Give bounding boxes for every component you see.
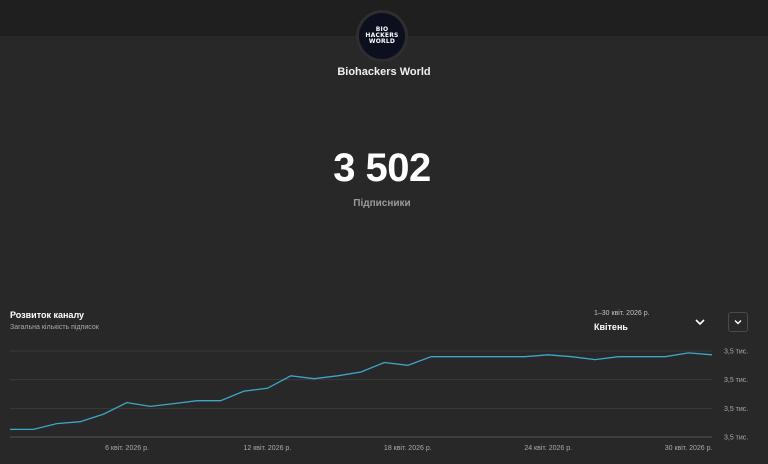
chevron-down-icon [695, 319, 705, 326]
period-range: 1–30 квіт. 2026 р. [594, 310, 650, 317]
avatar-text-line-3: WORLD [368, 38, 396, 45]
y-tick-label: 3,5 тис. [724, 435, 748, 442]
expand-button[interactable] [728, 312, 748, 332]
chevron-down-icon [734, 320, 742, 325]
x-tick-label: 6 квіт. 2026 р. [105, 444, 149, 452]
period-dropdown-button[interactable] [692, 314, 708, 330]
x-tick-label: 30 квіт. 2026 р. [665, 444, 713, 452]
x-tick-label: 18 квіт. 2026 р. [384, 444, 432, 452]
avatar-text-line-1: BIO [375, 26, 389, 33]
x-tick-label: 12 квіт. 2026 р. [244, 444, 292, 452]
series-line [10, 352, 713, 431]
subscriber-growth-chart: 3,5 тис. 3,5 тис. 3,5 тис. 3,5 тис. 6 квіт. … [10, 349, 748, 452]
x-tick-label: 24 квіт. 2026 р. [524, 444, 572, 452]
section-title: Розвиток каналу [10, 310, 85, 320]
period-name[interactable]: Квітень [594, 322, 628, 332]
channel-avatar-frame: BIO HACKERS WORLD [356, 10, 408, 62]
y-tick-label: 3,5 тис. [724, 406, 748, 413]
avatar-text-line-2: HACKERS [365, 32, 399, 39]
subscriber-label: Підписники [353, 198, 411, 209]
section-subtitle: Загальна кількість підписок [10, 324, 99, 331]
avatar[interactable]: BIO HACKERS WORLD [359, 13, 405, 59]
channel-name: Biohackers World [337, 66, 431, 78]
y-tick-label: 3,5 тис. [724, 377, 748, 384]
subscriber-count: 3 502 [333, 146, 431, 190]
y-tick-label: 3,5 тис. [724, 349, 748, 356]
